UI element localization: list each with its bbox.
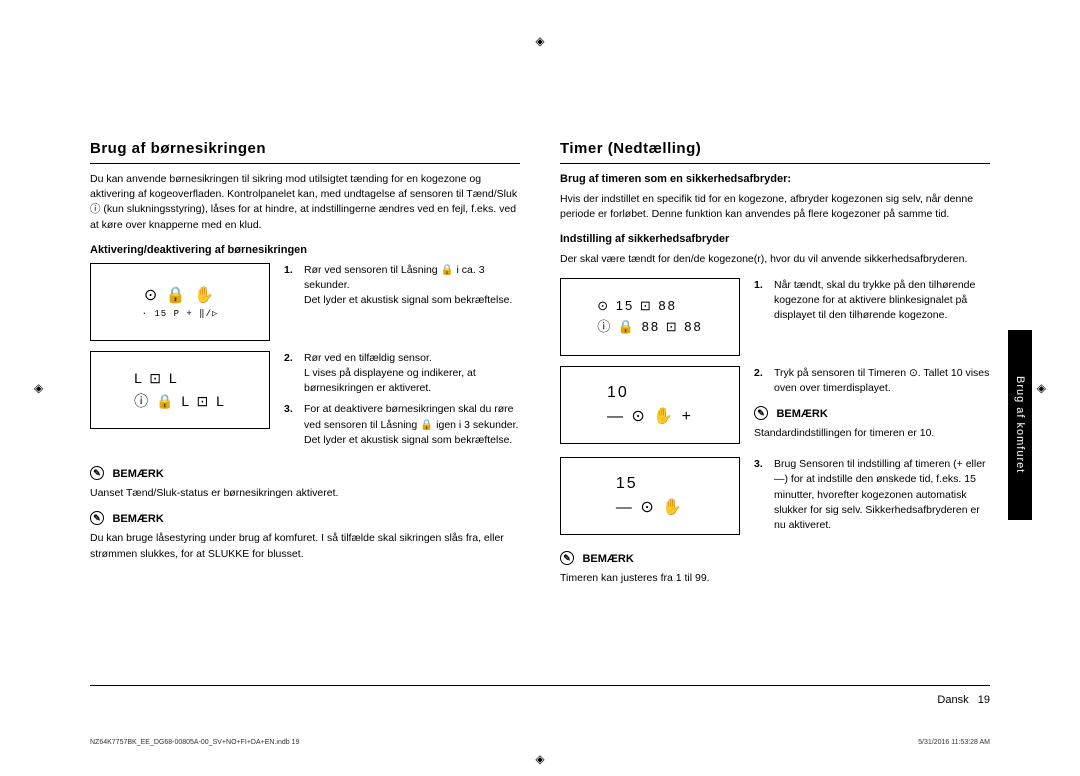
step-num: 2. bbox=[754, 366, 768, 396]
r-panel2-symbols: 10 — ⊙ ✋ + bbox=[607, 381, 693, 429]
step-num: 1. bbox=[284, 263, 298, 309]
right-note-end: Timeren kan justeres fra 1 til 99. bbox=[560, 571, 990, 586]
note-icon: ✎ bbox=[560, 551, 574, 565]
left-column: Brug af børnesikringen Du kan anvende bø… bbox=[90, 140, 520, 593]
panel2-symbols: L ⊡ L ⓘ 🔒 L ⊡ L bbox=[134, 367, 226, 412]
right-step3: Brug Sensoren til indstilling af timeren… bbox=[774, 457, 990, 533]
step-num: 2. bbox=[284, 351, 298, 397]
side-tab: Brug af komfuret bbox=[1008, 330, 1032, 520]
right-sub1: Brug af timeren som en sikkerhedsafbryde… bbox=[560, 172, 990, 188]
note-icon: ✎ bbox=[90, 466, 104, 480]
panel-timer-zone: ⊙ 15 ⊡ 88 ⓘ 🔒 88 ⊡ 88 bbox=[560, 278, 740, 356]
crop-mark-bottom: ◈ bbox=[535, 752, 544, 766]
right-step2: Tryk på sensoren til Timeren ⊙. Tallet 1… bbox=[774, 366, 990, 396]
right-step1: Når tændt, skal du trykke på den tilhøre… bbox=[774, 278, 990, 324]
crop-mark-top: ◈ bbox=[535, 34, 544, 48]
left-intro: Du kan anvende børnesikringen til sikrin… bbox=[90, 172, 520, 233]
panel-lock-display: L ⊡ L ⓘ 🔒 L ⊡ L bbox=[90, 351, 270, 429]
right-column: Timer (Nedtælling) Brug af timeren som e… bbox=[560, 140, 990, 593]
footer-rule bbox=[90, 685, 990, 686]
note-label: BEMÆRK bbox=[776, 408, 827, 420]
footer-page: 19 bbox=[978, 694, 990, 706]
right-intro: Hvis der indstillet en specifik tid for … bbox=[560, 192, 990, 222]
right-sub2: Indstilling af sikkerhedsafbryder bbox=[560, 232, 990, 248]
tiny-footer-left: NZ64K7757BK_EE_DG68-00805A-00_SV+NO+FI+D… bbox=[90, 739, 299, 746]
r-panel3-symbols: 15 — ⊙ ✋ bbox=[616, 472, 684, 520]
page-footer: Dansk 19 bbox=[937, 694, 990, 706]
note-label: BEMÆRK bbox=[112, 468, 163, 480]
step-num: 1. bbox=[754, 278, 768, 324]
left-note1: Uanset Tænd/Sluk-status er børnesikringe… bbox=[90, 486, 520, 501]
left-note2: Du kan bruge låsestyring under brug af k… bbox=[90, 531, 520, 561]
crop-mark-right: ◈ bbox=[1037, 381, 1046, 395]
note-icon: ✎ bbox=[90, 511, 104, 525]
left-step3: For at deaktivere børnesikringen skal du… bbox=[304, 402, 520, 448]
panel1-symbols: ⊙ 🔒 ✋ bbox=[144, 287, 216, 304]
panel-timer-10: 10 — ⊙ ✋ + bbox=[560, 366, 740, 444]
r-panel1-symbols: ⊙ 15 ⊡ 88 ⓘ 🔒 88 ⊡ 88 bbox=[597, 296, 702, 338]
note-icon: ✎ bbox=[754, 406, 768, 420]
panel-timer-15: 15 — ⊙ ✋ bbox=[560, 457, 740, 535]
crop-mark-left: ◈ bbox=[34, 381, 43, 395]
side-tab-label: Brug af komfuret bbox=[1014, 376, 1026, 473]
step-num: 3. bbox=[284, 402, 298, 448]
left-title: Brug af børnesikringen bbox=[90, 140, 520, 164]
tiny-footer-right: 5/31/2016 11:53:28 AM bbox=[918, 739, 990, 746]
right-title: Timer (Nedtælling) bbox=[560, 140, 990, 164]
right-note-mid: Standardindstillingen for timeren er 10. bbox=[754, 426, 990, 441]
footer-lang: Dansk bbox=[937, 694, 968, 706]
note-label: BEMÆRK bbox=[112, 513, 163, 525]
step-num: 3. bbox=[754, 457, 768, 533]
panel1-sub: · 15 P + ‖/▷ bbox=[142, 309, 219, 319]
left-step2: Rør ved en tilfældig sensor. L vises på … bbox=[304, 351, 520, 397]
panel-lock-activate: ⊙ 🔒 ✋ · 15 P + ‖/▷ bbox=[90, 263, 270, 341]
left-subhead-1: Aktivering/deaktivering af børnesikringe… bbox=[90, 243, 520, 259]
note-label: BEMÆRK bbox=[582, 553, 633, 565]
left-step1: Rør ved sensoren til Låsning 🔒 i ca. 3 s… bbox=[304, 263, 520, 309]
right-intro2: Der skal være tændt for den/de kogezone(… bbox=[560, 252, 990, 267]
